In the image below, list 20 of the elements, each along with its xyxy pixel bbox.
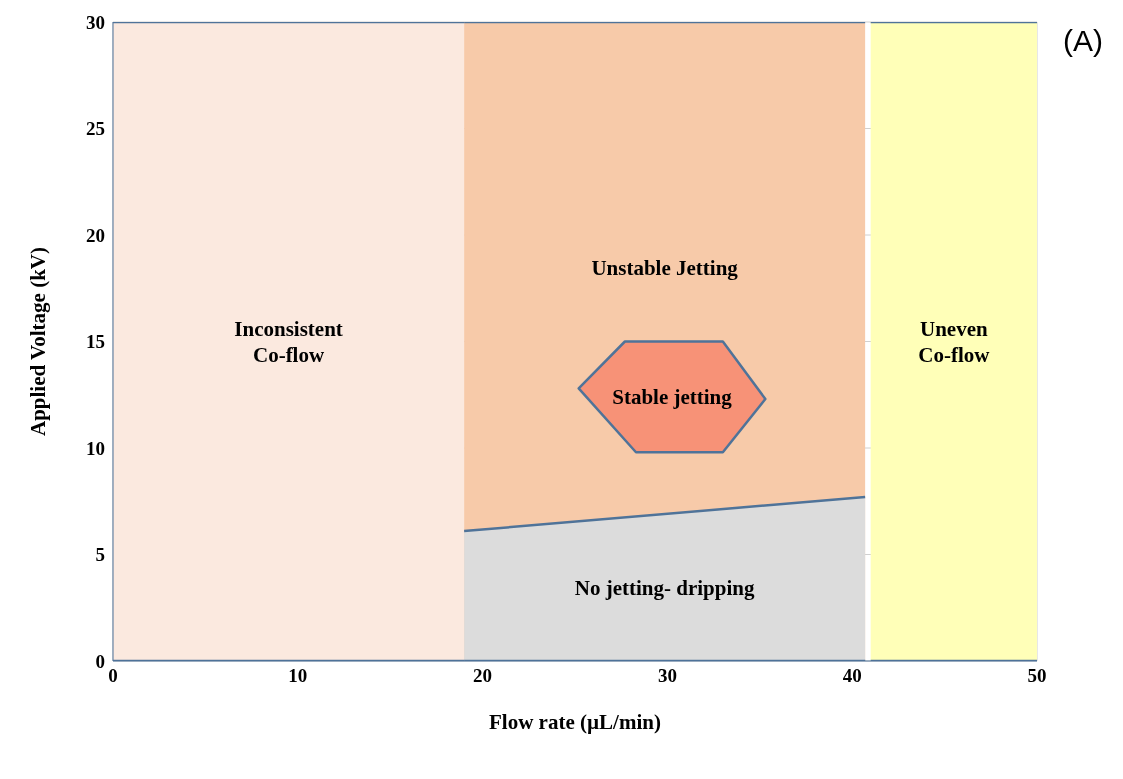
series-label: Uneven Co-flow	[918, 316, 991, 367]
y-tick-label: 5	[95, 544, 105, 566]
x-axis-title: Flow rate (µL/min)	[489, 710, 661, 734]
y-tick-label: 0	[95, 650, 105, 672]
x-tick-label: 20	[473, 665, 493, 687]
x-tick-label: 10	[288, 665, 308, 687]
y-tick-label: 30	[86, 11, 105, 33]
x-tick-label: 30	[657, 665, 677, 687]
text: (A)	[1063, 24, 1103, 58]
series-label: No jetting- dripping	[574, 575, 755, 600]
x-tick-label: 50	[1027, 665, 1047, 687]
series-label: Inconsistent Co-flow	[234, 316, 343, 367]
y-tick-label: 20	[86, 224, 105, 246]
series-label: Unstable Jetting	[591, 256, 739, 281]
y-tick-label: 10	[86, 437, 105, 459]
x-tick-label: 40	[842, 665, 862, 687]
series-label: Stable jetting	[612, 384, 733, 409]
y-tick-label: 25	[86, 118, 105, 140]
y-axis-title: Applied Voltage (kV)	[26, 246, 51, 437]
y-tick-label: 15	[86, 331, 105, 353]
